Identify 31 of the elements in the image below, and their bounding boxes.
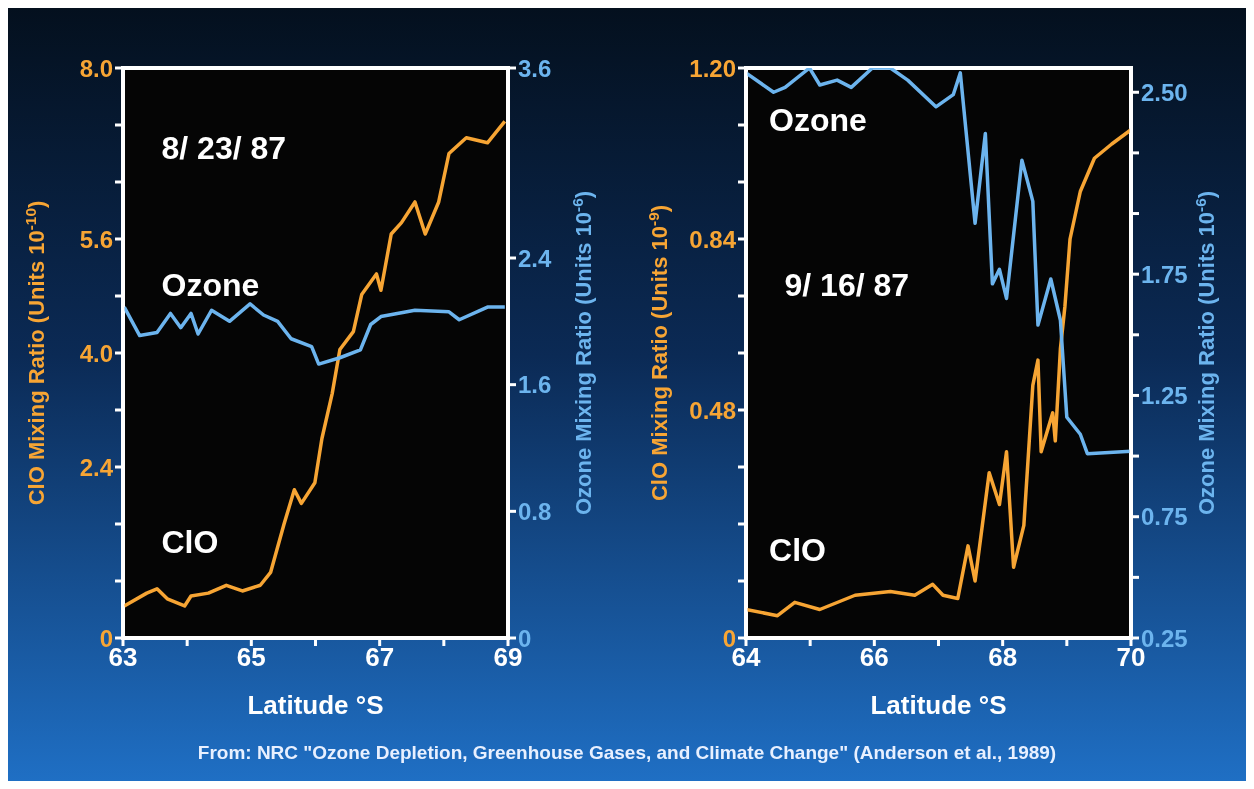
y2-tick-label: 3.6 — [518, 54, 552, 82]
x-axis-title: Latitude °S — [247, 690, 384, 720]
y-tick-label: 2.4 — [79, 453, 114, 481]
y-tick-label: 5.6 — [79, 225, 113, 253]
annotation: 8/ 23/ 87 — [161, 130, 287, 167]
x-tick-label: 67 — [365, 642, 395, 673]
series-label: Ozone — [161, 267, 260, 303]
text: From: NRC "Ozone Depletion, Greenhouse Gases, and Climate Change" (Anderson et al., 1989) — [196, 742, 1058, 764]
y-tick-label: 4.0 — [79, 339, 113, 367]
line-series — [123, 302, 507, 366]
series-label: Ozone — [769, 101, 867, 138]
y-tick-label: 0.84 — [689, 225, 737, 253]
x-axis-title: Latitude °S — [870, 690, 1007, 720]
series-label: ClO — [161, 523, 219, 560]
y2-tick-label: 1.25 — [1141, 381, 1188, 409]
y2-tick-label: 1.75 — [1141, 260, 1188, 288]
y-tick-label: 0.48 — [689, 396, 736, 424]
y2-tick-label: 1.6 — [518, 371, 552, 399]
x-tick-label: 66 — [859, 642, 889, 673]
series-label: ClO — [769, 532, 826, 569]
line-series — [123, 119, 507, 608]
annotation: 9/ 16/ 87 — [784, 267, 910, 303]
y2-tick-label: 0.75 — [1141, 503, 1188, 531]
y2-tick-label: 0.8 — [518, 497, 552, 525]
y-tick-label: 1.20 — [689, 54, 736, 82]
x-tick-label: 68 — [988, 642, 1018, 673]
y2-tick-label: 2.50 — [1141, 78, 1188, 106]
line-series — [746, 68, 1131, 456]
y2-tick-label: 2.4 — [518, 244, 553, 272]
y-tick-label: 8.0 — [79, 54, 113, 82]
x-tick-label: 65 — [236, 642, 266, 673]
